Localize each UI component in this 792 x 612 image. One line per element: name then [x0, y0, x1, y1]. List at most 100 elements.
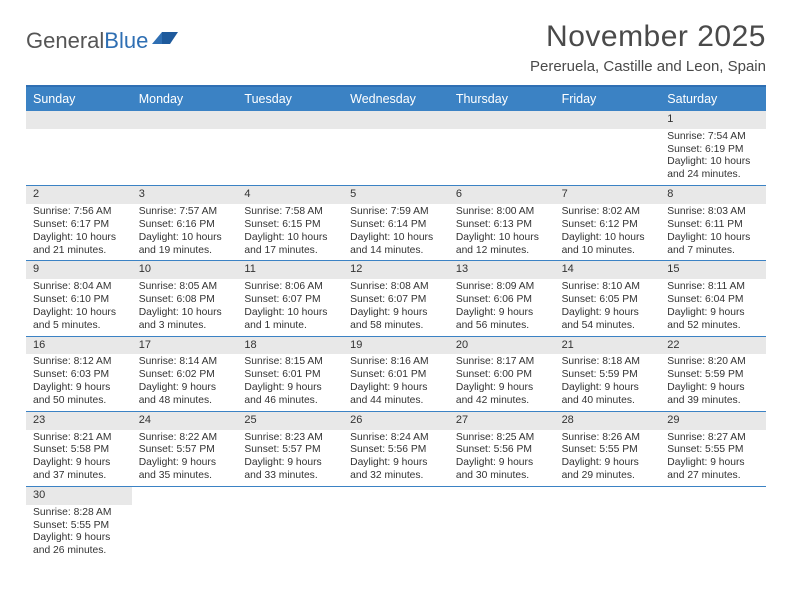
day-number-empty: [26, 111, 132, 129]
day-cell: 17Sunrise: 8:14 AMSunset: 6:02 PMDayligh…: [132, 337, 238, 411]
day-cell: 12Sunrise: 8:08 AMSunset: 6:07 PMDayligh…: [343, 261, 449, 335]
day-day1: Daylight: 9 hours: [26, 532, 132, 545]
day-day2: and 19 minutes.: [132, 245, 238, 258]
calendar: SundayMondayTuesdayWednesdayThursdayFrid…: [26, 85, 766, 561]
day-header: Tuesday: [237, 87, 343, 111]
day-sunset: Sunset: 6:15 PM: [237, 219, 343, 232]
day-day2: and 30 minutes.: [449, 470, 555, 483]
flag-icon: [148, 28, 180, 54]
day-sunrise: Sunrise: 8:25 AM: [449, 432, 555, 445]
day-sunrise: Sunrise: 7:54 AM: [660, 131, 766, 144]
week-row: 2Sunrise: 7:56 AMSunset: 6:17 PMDaylight…: [26, 186, 766, 261]
week-row: 23Sunrise: 8:21 AMSunset: 5:58 PMDayligh…: [26, 412, 766, 487]
day-day1: Daylight: 9 hours: [343, 457, 449, 470]
day-sunset: Sunset: 5:59 PM: [555, 369, 661, 382]
day-day2: and 48 minutes.: [132, 395, 238, 408]
day-day1: Daylight: 9 hours: [555, 382, 661, 395]
day-header: Sunday: [26, 87, 132, 111]
day-day1: Daylight: 10 hours: [132, 307, 238, 320]
day-cell: 9Sunrise: 8:04 AMSunset: 6:10 PMDaylight…: [26, 261, 132, 335]
day-header: Saturday: [660, 87, 766, 111]
day-sunset: Sunset: 6:01 PM: [343, 369, 449, 382]
day-cell: 27Sunrise: 8:25 AMSunset: 5:56 PMDayligh…: [449, 412, 555, 486]
day-sunrise: Sunrise: 8:10 AM: [555, 281, 661, 294]
day-sunrise: Sunrise: 8:16 AM: [343, 356, 449, 369]
day-day2: and 56 minutes.: [449, 320, 555, 333]
day-sunrise: Sunrise: 8:27 AM: [660, 432, 766, 445]
day-number: 12: [343, 261, 449, 279]
day-cell: 5Sunrise: 7:59 AMSunset: 6:14 PMDaylight…: [343, 186, 449, 260]
day-day2: and 1 minute.: [237, 320, 343, 333]
day-number: 4: [237, 186, 343, 204]
day-sunset: Sunset: 6:03 PM: [26, 369, 132, 382]
day-cell: [343, 487, 449, 561]
day-day2: and 5 minutes.: [26, 320, 132, 333]
day-number: 17: [132, 337, 238, 355]
day-day1: Daylight: 10 hours: [237, 232, 343, 245]
day-day1: Daylight: 9 hours: [132, 457, 238, 470]
day-sunset: Sunset: 5:57 PM: [132, 444, 238, 457]
day-sunset: Sunset: 6:07 PM: [237, 294, 343, 307]
day-sunset: Sunset: 5:55 PM: [26, 520, 132, 533]
day-day1: Daylight: 9 hours: [132, 382, 238, 395]
day-sunrise: Sunrise: 8:02 AM: [555, 206, 661, 219]
day-sunrise: Sunrise: 8:20 AM: [660, 356, 766, 369]
day-sunrise: Sunrise: 8:21 AM: [26, 432, 132, 445]
day-day1: Daylight: 9 hours: [660, 382, 766, 395]
day-day2: and 33 minutes.: [237, 470, 343, 483]
week-row: 30Sunrise: 8:28 AMSunset: 5:55 PMDayligh…: [26, 487, 766, 561]
day-day1: Daylight: 10 hours: [660, 156, 766, 169]
day-cell: 16Sunrise: 8:12 AMSunset: 6:03 PMDayligh…: [26, 337, 132, 411]
day-sunset: Sunset: 6:16 PM: [132, 219, 238, 232]
day-cell: [132, 487, 238, 561]
day-cell: [237, 111, 343, 185]
day-day1: Daylight: 9 hours: [26, 382, 132, 395]
day-number: 30: [26, 487, 132, 505]
day-sunset: Sunset: 6:04 PM: [660, 294, 766, 307]
day-day2: and 17 minutes.: [237, 245, 343, 258]
day-cell: 19Sunrise: 8:16 AMSunset: 6:01 PMDayligh…: [343, 337, 449, 411]
day-cell: [343, 111, 449, 185]
day-number-empty: [449, 111, 555, 129]
day-cell: 24Sunrise: 8:22 AMSunset: 5:57 PMDayligh…: [132, 412, 238, 486]
day-cell: 20Sunrise: 8:17 AMSunset: 6:00 PMDayligh…: [449, 337, 555, 411]
day-sunrise: Sunrise: 8:08 AM: [343, 281, 449, 294]
day-sunset: Sunset: 5:56 PM: [343, 444, 449, 457]
day-day1: Daylight: 10 hours: [237, 307, 343, 320]
day-sunrise: Sunrise: 7:56 AM: [26, 206, 132, 219]
day-number: 24: [132, 412, 238, 430]
day-number: 19: [343, 337, 449, 355]
day-day2: and 21 minutes.: [26, 245, 132, 258]
day-cell: 22Sunrise: 8:20 AMSunset: 5:59 PMDayligh…: [660, 337, 766, 411]
day-day2: and 12 minutes.: [449, 245, 555, 258]
day-sunset: Sunset: 6:02 PM: [132, 369, 238, 382]
day-sunrise: Sunrise: 8:11 AM: [660, 281, 766, 294]
day-cell: [660, 487, 766, 561]
day-cell: [555, 487, 661, 561]
day-sunrise: Sunrise: 8:18 AM: [555, 356, 661, 369]
day-cell: 21Sunrise: 8:18 AMSunset: 5:59 PMDayligh…: [555, 337, 661, 411]
day-cell: 29Sunrise: 8:27 AMSunset: 5:55 PMDayligh…: [660, 412, 766, 486]
day-cell: 25Sunrise: 8:23 AMSunset: 5:57 PMDayligh…: [237, 412, 343, 486]
logo-text-1: General: [26, 28, 104, 54]
day-day1: Daylight: 10 hours: [26, 232, 132, 245]
day-sunrise: Sunrise: 8:09 AM: [449, 281, 555, 294]
day-day1: Daylight: 9 hours: [343, 307, 449, 320]
day-cell: 18Sunrise: 8:15 AMSunset: 6:01 PMDayligh…: [237, 337, 343, 411]
day-day1: Daylight: 9 hours: [660, 307, 766, 320]
day-cell: 1Sunrise: 7:54 AMSunset: 6:19 PMDaylight…: [660, 111, 766, 185]
day-number: 15: [660, 261, 766, 279]
day-number: 14: [555, 261, 661, 279]
day-cell: 2Sunrise: 7:56 AMSunset: 6:17 PMDaylight…: [26, 186, 132, 260]
day-day1: Daylight: 9 hours: [555, 457, 661, 470]
month-title: November 2025: [530, 20, 766, 54]
day-sunset: Sunset: 6:19 PM: [660, 144, 766, 157]
day-sunrise: Sunrise: 8:12 AM: [26, 356, 132, 369]
day-number: 5: [343, 186, 449, 204]
day-day1: Daylight: 9 hours: [660, 457, 766, 470]
day-number: 29: [660, 412, 766, 430]
day-number-empty: [132, 111, 238, 129]
day-sunrise: Sunrise: 8:00 AM: [449, 206, 555, 219]
day-cell: 28Sunrise: 8:26 AMSunset: 5:55 PMDayligh…: [555, 412, 661, 486]
day-cell: 30Sunrise: 8:28 AMSunset: 5:55 PMDayligh…: [26, 487, 132, 561]
